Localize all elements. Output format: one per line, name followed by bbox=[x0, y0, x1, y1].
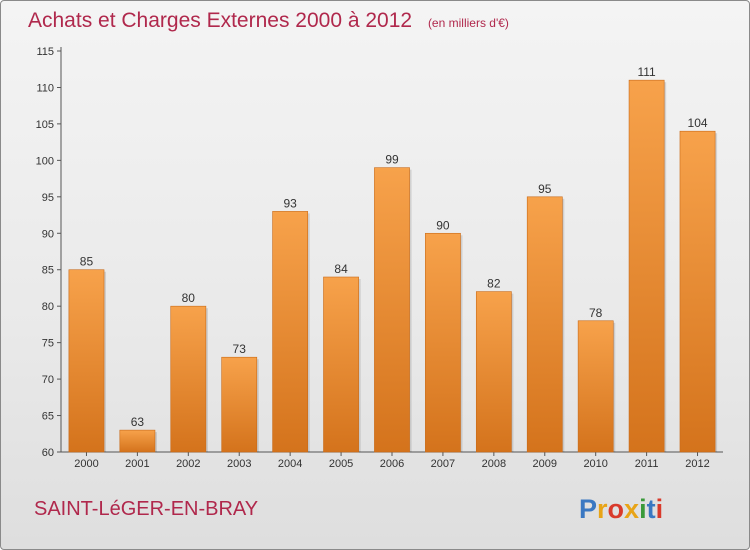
y-tick-label: 80 bbox=[42, 301, 54, 313]
x-tick-label-2002: 2002 bbox=[176, 458, 200, 470]
chart-title-unit: (en milliers d'€) bbox=[428, 16, 509, 30]
bar-2001 bbox=[119, 429, 156, 453]
bar-2009 bbox=[526, 196, 563, 453]
data-label-2010: 78 bbox=[589, 306, 603, 320]
x-tick-label-2000: 2000 bbox=[74, 458, 98, 470]
bar-2004 bbox=[272, 211, 309, 453]
logo-letter: i bbox=[639, 494, 647, 524]
bar-2010 bbox=[577, 320, 614, 453]
y-tick-label: 95 bbox=[42, 192, 54, 204]
y-tick-label: 115 bbox=[36, 46, 54, 58]
logo-letter: t bbox=[647, 494, 656, 524]
data-label-2008: 82 bbox=[487, 277, 501, 291]
data-label-2011: 111 bbox=[637, 65, 656, 79]
data-label-2001: 63 bbox=[131, 415, 145, 429]
y-tick-label: 65 bbox=[42, 411, 54, 423]
bar-2000 bbox=[68, 269, 105, 453]
x-tick-label-2012: 2012 bbox=[685, 458, 709, 470]
y-tick-label: 75 bbox=[42, 338, 54, 350]
logo-letter: x bbox=[624, 494, 639, 524]
data-label-2012: 104 bbox=[688, 116, 708, 130]
x-tick-label-2005: 2005 bbox=[329, 458, 353, 470]
bar-2012 bbox=[679, 130, 716, 453]
bar-2002 bbox=[170, 305, 207, 453]
data-label-2005: 84 bbox=[334, 262, 348, 276]
logo-letter: P bbox=[579, 494, 597, 524]
x-tick-label-2009: 2009 bbox=[533, 458, 557, 470]
y-tick-label: 100 bbox=[36, 155, 54, 167]
bar-2008 bbox=[475, 291, 512, 453]
y-tick-label: 110 bbox=[36, 82, 54, 94]
y-tick-label: 85 bbox=[42, 265, 54, 277]
data-label-2002: 80 bbox=[182, 291, 196, 305]
chart-title: Achats et Charges Externes 2000 à 2012 (… bbox=[28, 9, 509, 32]
town-name: SAINT-LéGER-EN-BRAY bbox=[34, 498, 258, 520]
data-label-2009: 95 bbox=[538, 182, 552, 196]
x-tick-label-2010: 2010 bbox=[583, 458, 607, 470]
x-tick-label-2001: 2001 bbox=[125, 458, 149, 470]
x-tick-label-2007: 2007 bbox=[431, 458, 455, 470]
x-tick-label-2004: 2004 bbox=[278, 458, 302, 470]
bar-2011 bbox=[628, 79, 665, 453]
data-label-2000: 85 bbox=[80, 255, 94, 269]
y-tick-label: 105 bbox=[36, 119, 54, 131]
data-label-2004: 93 bbox=[283, 196, 297, 210]
bar-2007 bbox=[425, 232, 461, 453]
chart-bars: 85 63 80 73 93 84 99 90 82 95 78 111 104 bbox=[68, 65, 718, 453]
logo-letter: r bbox=[597, 494, 608, 524]
y-tick-label: 60 bbox=[42, 447, 54, 459]
proxiti-logo: Proxiti bbox=[579, 494, 663, 524]
bar-2005 bbox=[323, 276, 359, 453]
chart-title-main: Achats et Charges Externes 2000 à 2012 bbox=[28, 9, 412, 32]
x-tick-label-2008: 2008 bbox=[482, 458, 506, 470]
x-tick-label-2003: 2003 bbox=[227, 458, 251, 470]
y-tick-label: 70 bbox=[42, 374, 54, 386]
bar-2003 bbox=[221, 356, 258, 453]
logo-letter: o bbox=[608, 494, 625, 524]
y-tick-label: 90 bbox=[42, 228, 54, 240]
data-label-2006: 99 bbox=[385, 153, 399, 167]
data-label-2007: 90 bbox=[436, 218, 450, 232]
bar-2006 bbox=[374, 167, 410, 453]
data-label-2003: 73 bbox=[233, 342, 247, 356]
x-tick-label-2006: 2006 bbox=[380, 458, 404, 470]
chart-axes: 60 65 70 75 80 85 90 95 100 105 110 115 2000 2001 2002… bbox=[36, 46, 723, 470]
logo-letter: i bbox=[656, 494, 664, 524]
x-tick-label-2011: 2011 bbox=[635, 458, 659, 470]
